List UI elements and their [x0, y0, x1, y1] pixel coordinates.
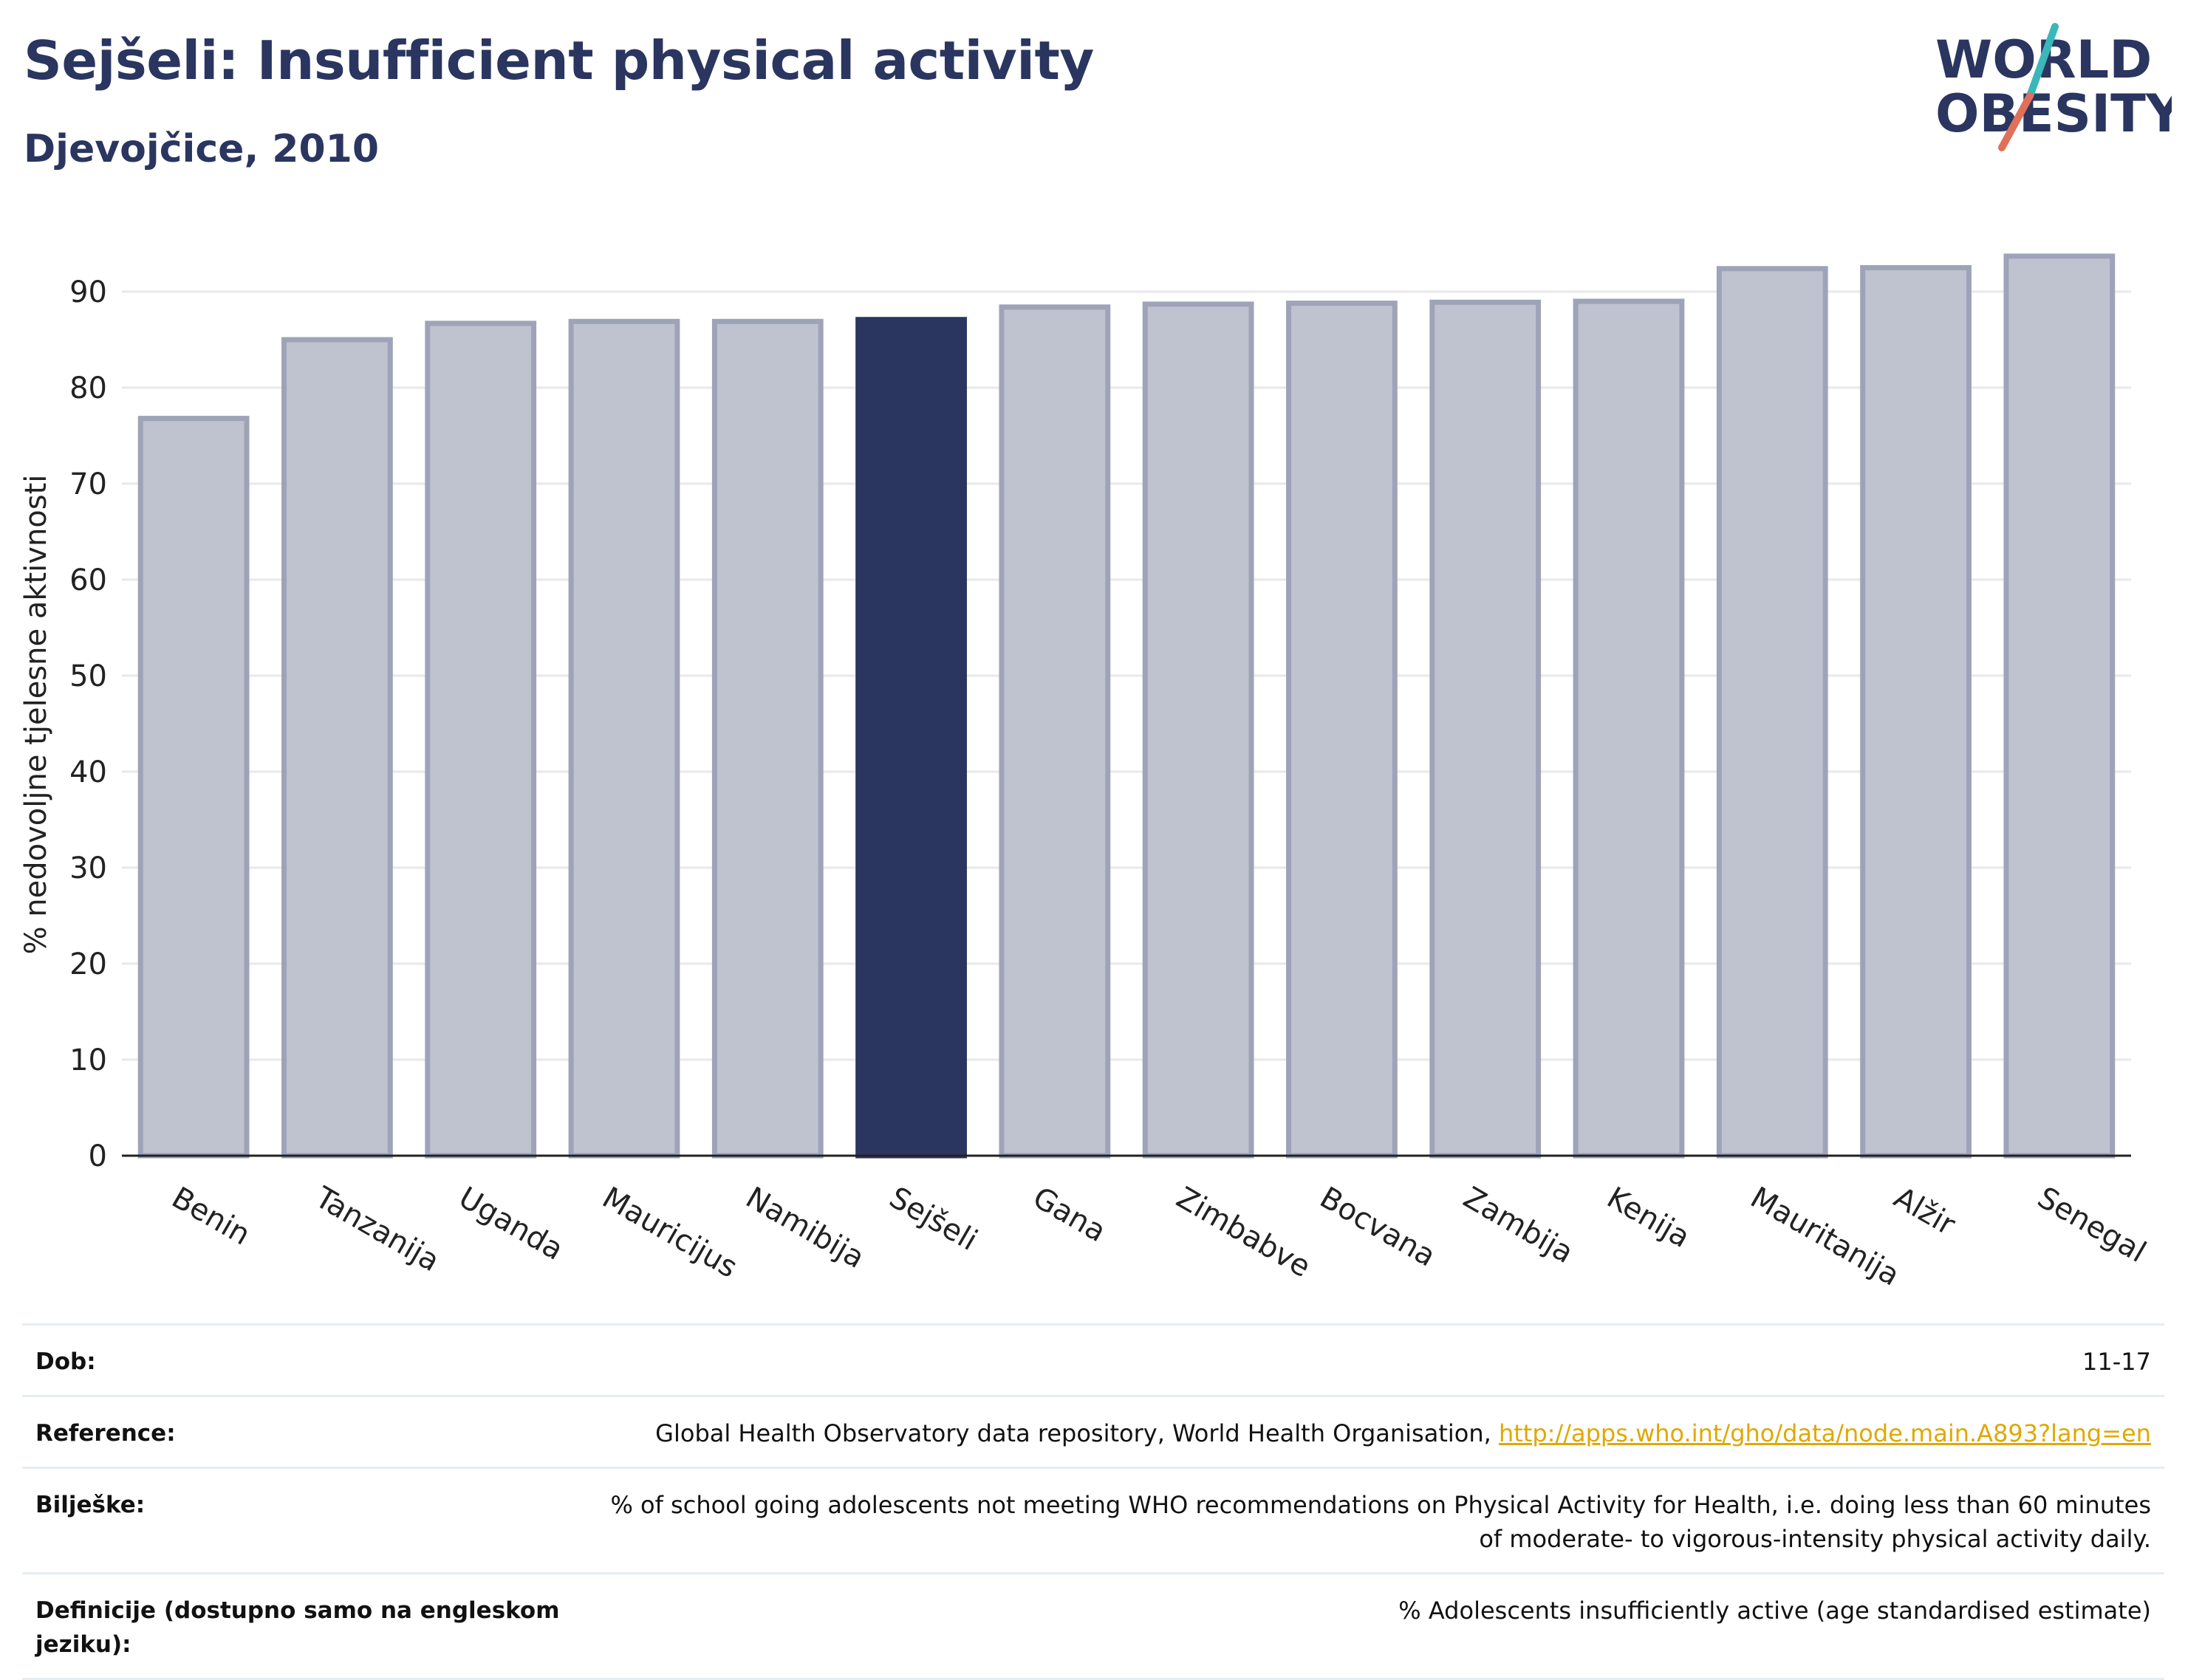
world-obesity-logo: WORLD OBESITY	[1935, 23, 2172, 151]
logo-text-obesity: OBESITY	[1935, 83, 2172, 144]
bar-zambija	[1429, 299, 1542, 1159]
x-tick-label: Alžir	[1888, 1181, 1961, 1243]
info-value: % of school going adolescents not meetin…	[610, 1491, 2151, 1553]
bar-kenija	[1573, 298, 1685, 1159]
x-tick-label: Bocvana	[1314, 1181, 1441, 1274]
bar-mauritanija	[1716, 266, 1828, 1159]
bar-gana	[999, 304, 1111, 1159]
y-tick-label: 60	[69, 563, 107, 597]
info-label: Bilješke:	[35, 1492, 146, 1518]
reference-link[interactable]: http://apps.who.int/gho/data/node.main.A…	[1498, 1419, 2151, 1447]
x-tick-label: Senegal	[2031, 1181, 2151, 1269]
y-tick-label: 30	[69, 851, 107, 885]
logo-slash-teal	[2026, 23, 2059, 100]
info-value: % Adolescents insufficiently active (age…	[1398, 1597, 2151, 1625]
bar-bocvana	[1286, 301, 1398, 1159]
info-label: Reference:	[35, 1420, 176, 1447]
y-tick-label: 20	[69, 947, 107, 981]
bar-alžir	[1860, 265, 1972, 1159]
info-value: Global Health Observatory data repositor…	[567, 1416, 2151, 1450]
x-tick-label: Tanzanija	[309, 1180, 445, 1278]
page-subtitle: Djevojčice, 2010	[24, 127, 380, 171]
x-tick-label: Mauritanija	[1745, 1181, 1905, 1292]
bar-senegal	[2003, 253, 2116, 1159]
x-tick-label: Zambija	[1457, 1181, 1579, 1270]
bar-benin	[137, 416, 250, 1159]
bar-tanzanija	[281, 337, 393, 1159]
x-tick-label: Gana	[1027, 1181, 1111, 1249]
x-tick-label: Kenija	[1601, 1181, 1696, 1255]
logo-slash-red	[1998, 92, 2034, 151]
x-tick-label: Mauricijus	[597, 1181, 743, 1285]
y-tick-label: 10	[69, 1043, 107, 1077]
y-tick-label: 50	[69, 659, 107, 693]
x-tick-label: Benin	[166, 1181, 256, 1252]
gridlines	[122, 290, 2131, 1061]
info-row-notes: Bilješke: % of school going adolescents …	[22, 1467, 2164, 1572]
y-tick-labels: 0 10 20 30 40 50 60 70 80 90	[69, 275, 107, 1173]
info-table: Dob: 11-17 Reference: Global Health Obse…	[22, 1323, 2164, 1680]
bar-uganda	[425, 320, 537, 1159]
y-tick-label: 80	[69, 371, 107, 405]
bar-namibija	[711, 318, 824, 1159]
y-axis-label: % nedovoljne tjelesne aktivnosti	[19, 475, 53, 955]
info-row-reference: Reference: Global Health Observatory dat…	[22, 1395, 2164, 1467]
y-tick-label: 0	[89, 1139, 107, 1173]
info-row-definitions: Definicije (dostupno samo na engleskom j…	[22, 1572, 2164, 1680]
x-tick-label: Uganda	[453, 1181, 569, 1267]
info-label: Dob:	[35, 1348, 96, 1375]
info-label: Definicije (dostupno samo na engleskom j…	[35, 1597, 560, 1658]
y-tick-label: 90	[69, 275, 107, 309]
bars	[137, 253, 2116, 1159]
info-row-age: Dob: 11-17	[22, 1323, 2164, 1395]
info-value: 11-17	[2082, 1348, 2151, 1376]
y-tick-label: 40	[69, 755, 107, 789]
x-tick-label: Sejšeli	[883, 1181, 983, 1258]
x-tick-label: Zimbabve	[1171, 1181, 1316, 1284]
bar-sejšeli	[855, 317, 967, 1159]
reference-text: Global Health Observatory data repositor…	[655, 1419, 1499, 1447]
x-tick-label: Namibija	[740, 1181, 870, 1275]
y-tick-label: 70	[69, 467, 107, 501]
bar-zimbabve	[1142, 301, 1254, 1159]
page-title: Sejšeli: Insufficient physical activity	[24, 30, 1094, 92]
bar-mauricijus	[568, 318, 680, 1159]
